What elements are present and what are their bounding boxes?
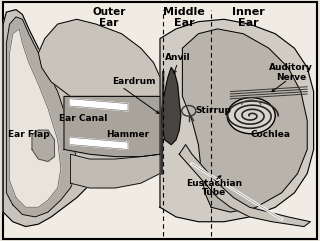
Text: Hammer: Hammer [107,130,149,140]
Polygon shape [3,10,160,227]
Text: Cochlea: Cochlea [250,130,291,140]
Text: Middle
Ear: Middle Ear [163,7,205,28]
Polygon shape [182,29,307,212]
Polygon shape [32,130,54,161]
Polygon shape [162,67,181,145]
Polygon shape [6,17,77,217]
Polygon shape [70,154,160,188]
Text: Anvil: Anvil [165,53,190,62]
Polygon shape [160,19,314,222]
Text: Outer
Ear: Outer Ear [92,7,125,28]
Circle shape [227,98,275,134]
FancyBboxPatch shape [3,2,317,239]
Text: Auditory
Nerve: Auditory Nerve [269,63,313,82]
Polygon shape [70,99,128,111]
Text: Stirrup: Stirrup [196,106,232,115]
Polygon shape [70,137,128,149]
Polygon shape [64,96,160,157]
Polygon shape [10,29,61,207]
Text: Ear Canal: Ear Canal [59,114,108,123]
Text: Ear Flap: Ear Flap [8,130,50,140]
Polygon shape [179,145,310,227]
Polygon shape [38,19,160,96]
Text: Eustachian
Tube: Eustachian Tube [186,179,243,197]
Text: Inner
Ear: Inner Ear [232,7,264,28]
Text: Eardrum: Eardrum [112,77,156,87]
